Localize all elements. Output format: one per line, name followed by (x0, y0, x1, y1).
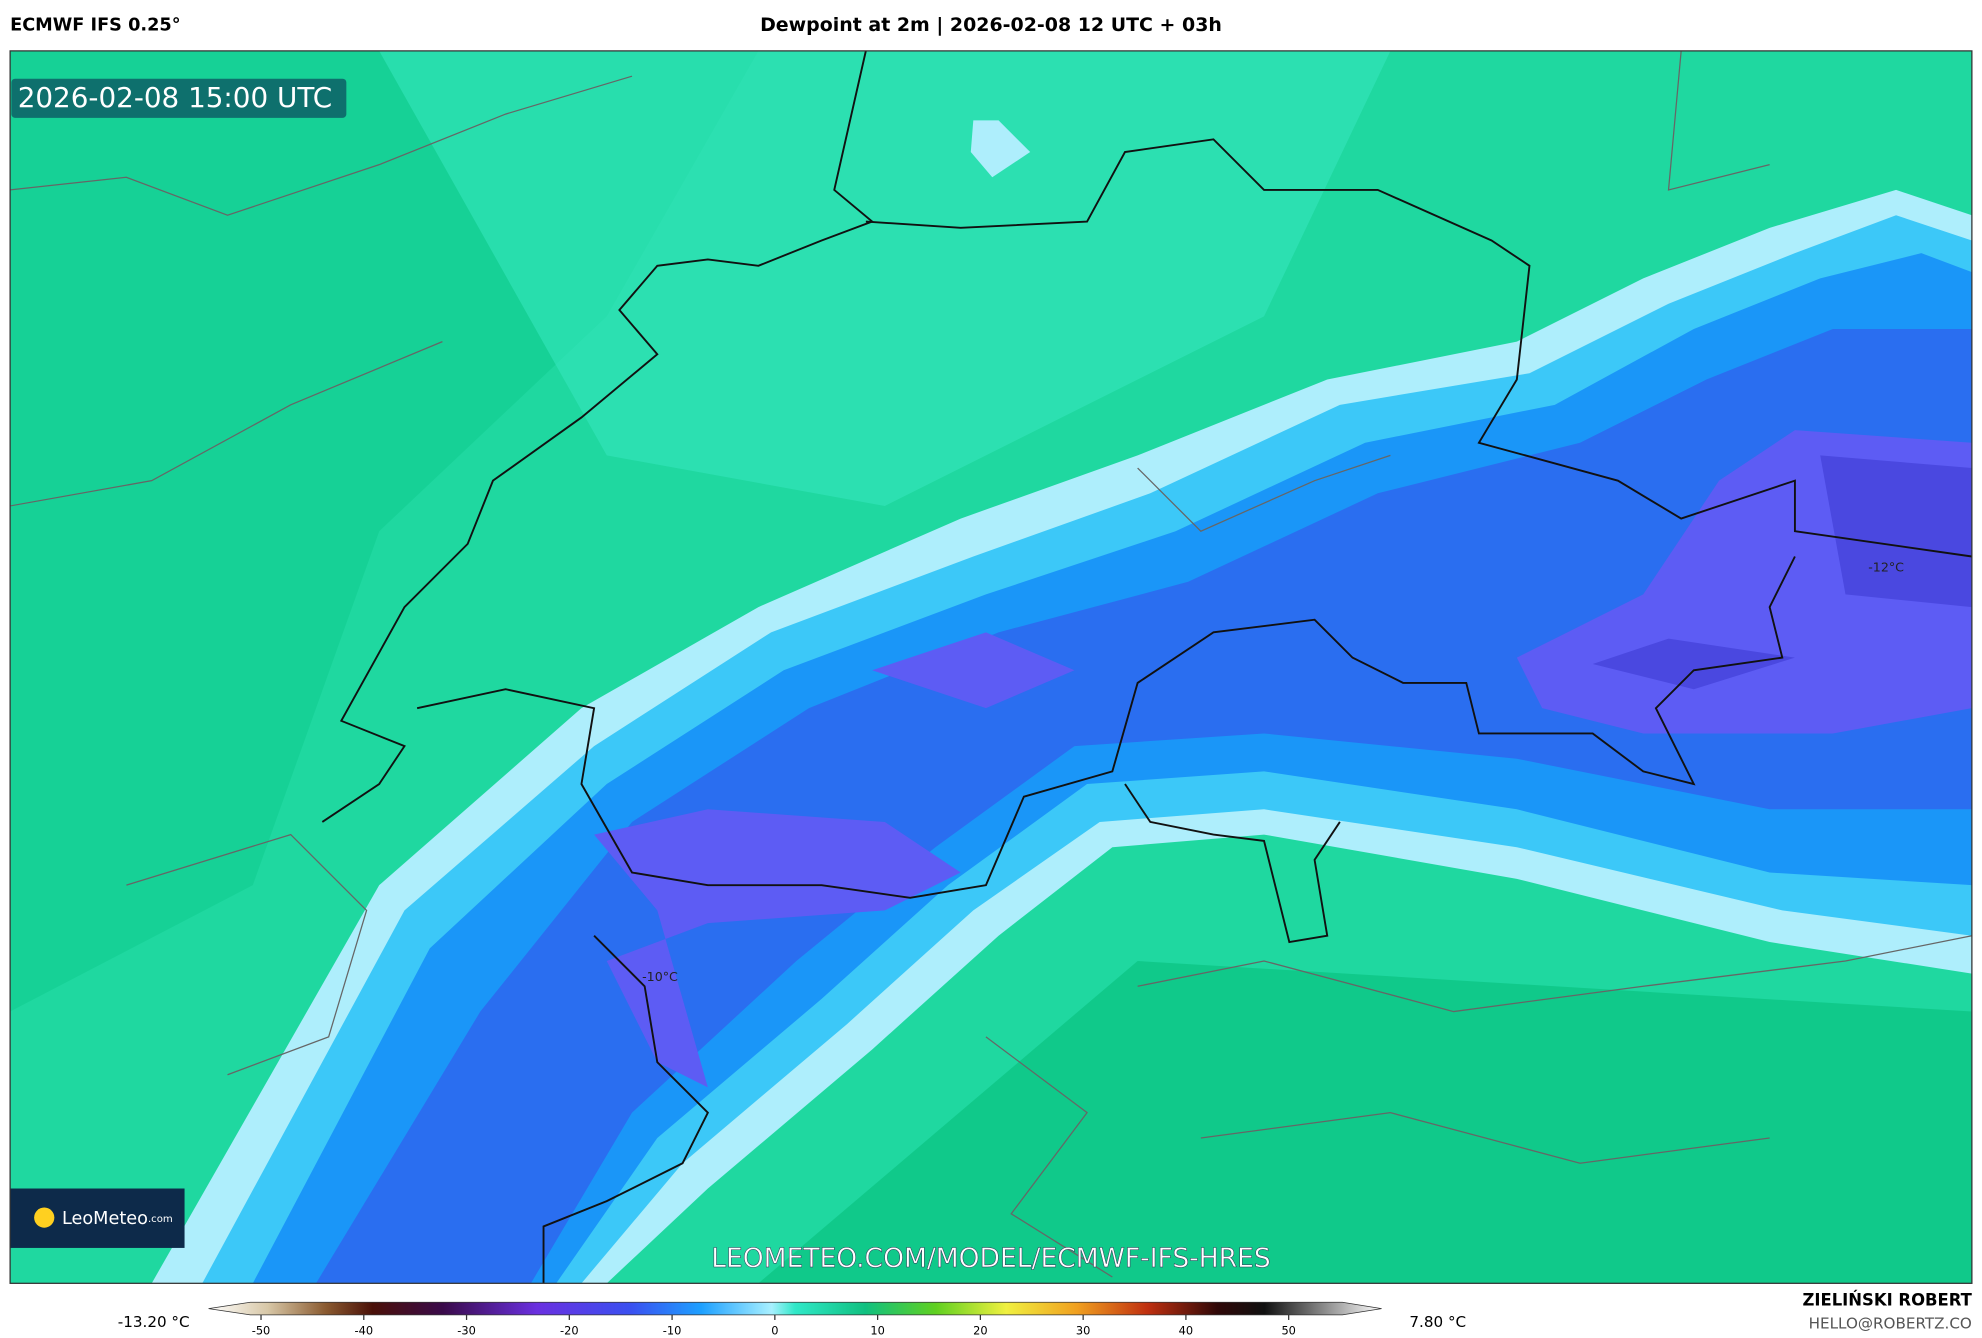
colorbar-tick-label: 30 (1076, 1323, 1090, 1337)
colorbar-tick-label: -20 (560, 1323, 579, 1337)
logo-name: LeoMeteo (62, 1209, 148, 1229)
logo-suffix: .com (148, 1214, 173, 1225)
watermark: LEOMETEO.COM/MODEL/ECMWF-IFS-HRES (711, 1243, 1271, 1274)
colorbar-ticks: -50 -40 -30 -20 -10 0 10 20 30 40 50 (252, 1314, 1296, 1337)
logo: LeoMeteo.com (62, 1209, 173, 1229)
colorbar-tick-label: -40 (355, 1323, 374, 1337)
colorbar-tick-label: 20 (973, 1323, 987, 1337)
colorbar-tick-label: 50 (1281, 1323, 1295, 1337)
colorbar-tick-label: 40 (1179, 1323, 1193, 1337)
colorbar-tick-label: -10 (663, 1323, 682, 1337)
colorbar-tick-label: -50 (252, 1323, 271, 1337)
colorbar-tick-label: -30 (457, 1323, 476, 1337)
colorbar-tick-label: 10 (870, 1323, 884, 1337)
colorbar (208, 1301, 1382, 1316)
model-name: ECMWF IFS 0.25° (10, 16, 180, 36)
timestamp: 2026-02-08 15:00 UTC (18, 81, 332, 114)
colorbar-tick-label: 0 (771, 1323, 778, 1337)
map: 2026-02-08 15:00 UTC -10°C -12°C LeoMete… (10, 50, 1972, 1284)
contour-label: -10°C (642, 969, 678, 984)
colorbar-min: -13.20 °C (118, 1313, 190, 1331)
colorbar-max: 7.80 °C (1409, 1313, 1466, 1331)
contour-label: -12°C (1868, 559, 1904, 574)
map-frame (9, 50, 1973, 1284)
email: HELLO@ROBERTZ.CO (1809, 1314, 1972, 1332)
author: ZIELIŃSKI ROBERT (1802, 1291, 1972, 1310)
map-title: Dewpoint at 2m | 2026-02-08 12 UTC + 03h (760, 14, 1222, 36)
